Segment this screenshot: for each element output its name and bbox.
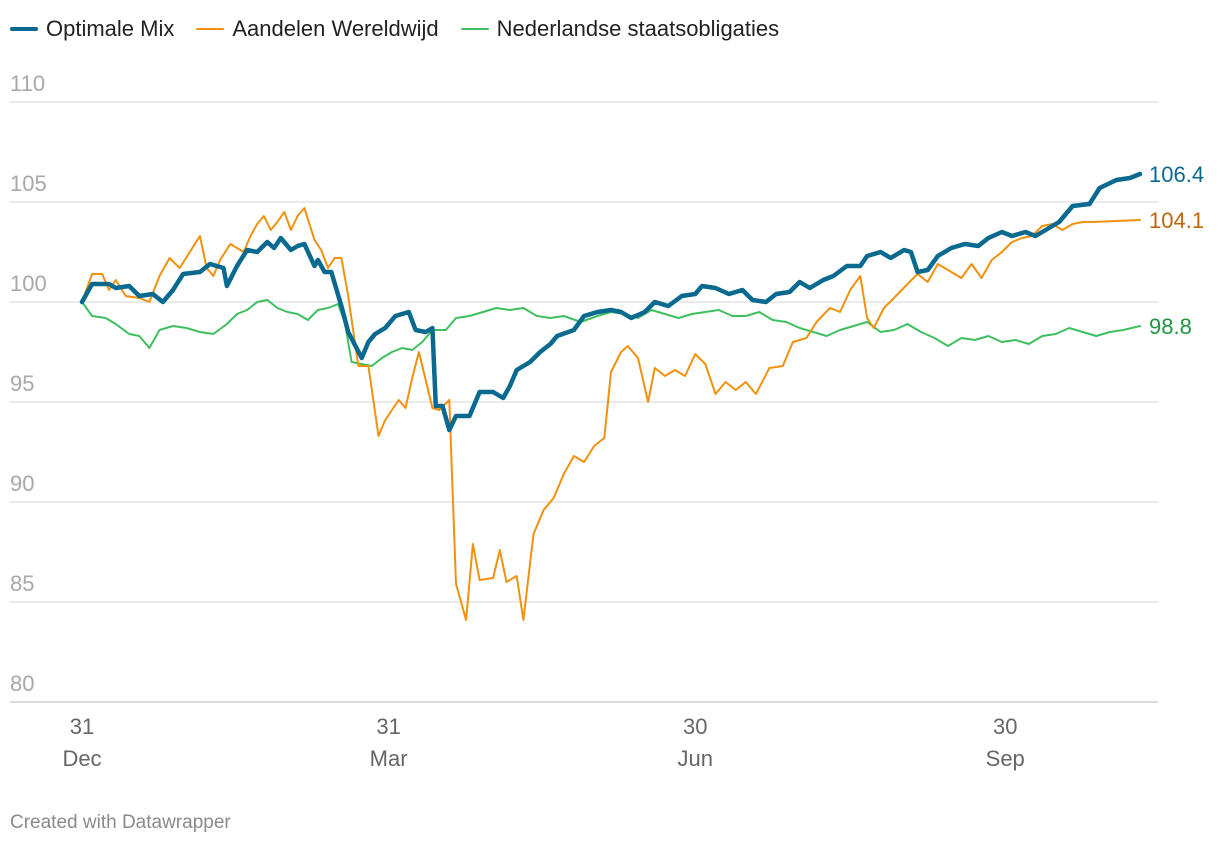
legend-swatch-nederlandse-staatsobligaties [460, 28, 489, 30]
end-label-aandelen-wereldwijd: 104.1 [1149, 208, 1204, 233]
legend-label-optimale-mix: Optimale Mix [46, 16, 175, 41]
y-tick-label: 90 [10, 471, 34, 496]
end-label-nederlandse-staatsobligaties: 98.8 [1149, 314, 1192, 339]
x-tick-month: Mar [370, 746, 408, 771]
x-tick-day: 30 [993, 714, 1017, 739]
y-tick-label: 100 [10, 271, 47, 296]
legend-item-aandelen-wereldwijd[interactable]: Aandelen Wereldwijd [196, 16, 439, 42]
y-tick-label: 105 [10, 171, 47, 196]
y-axis-ticks: 110 105 100 95 90 85 80 [10, 71, 47, 696]
legend-item-nederlandse-staatsobligaties[interactable]: Nederlandse staatsobligaties [460, 16, 780, 42]
datawrapper-credit: Created with Datawrapper [10, 812, 231, 833]
x-tick-day: 31 [376, 714, 400, 739]
series-line-nederlandse-staatsobligaties [81, 299, 1141, 367]
x-tick-day: 31 [70, 714, 94, 739]
y-tick-label: 95 [10, 371, 34, 396]
y-tick-label: 80 [10, 671, 34, 696]
series-line-aandelen-wereldwijd [81, 207, 1141, 621]
x-axis-ticks: 31 Dec 31 Mar 30 Jun 30 Sep [62, 714, 1024, 771]
legend-item-optimale-mix[interactable]: Optimale Mix [10, 16, 174, 42]
legend-label-nederlandse-staatsobligaties: Nederlandse staatsobligaties [496, 16, 780, 41]
x-tick-month: Sep [986, 746, 1025, 771]
legend-swatch-aandelen-wereldwijd [196, 28, 225, 30]
y-tick-label: 110 [10, 71, 45, 96]
x-tick-day: 30 [683, 714, 707, 739]
x-tick-month: Dec [62, 746, 101, 771]
legend-label-aandelen-wereldwijd: Aandelen Wereldwijd [232, 16, 439, 41]
end-label-optimale-mix: 106.4 [1149, 162, 1204, 187]
end-labels: 106.4 104.1 98.8 [1149, 162, 1204, 339]
chart-legend: Optimale Mix Aandelen Wereldwijd Nederla… [10, 14, 801, 44]
y-tick-label: 85 [10, 571, 34, 596]
legend-swatch-optimale-mix [10, 27, 38, 31]
x-tick-month: Jun [677, 746, 712, 771]
series-line-optimale-mix [79, 171, 1143, 433]
series-lines [79, 171, 1143, 621]
gridlines [10, 101, 1158, 703]
